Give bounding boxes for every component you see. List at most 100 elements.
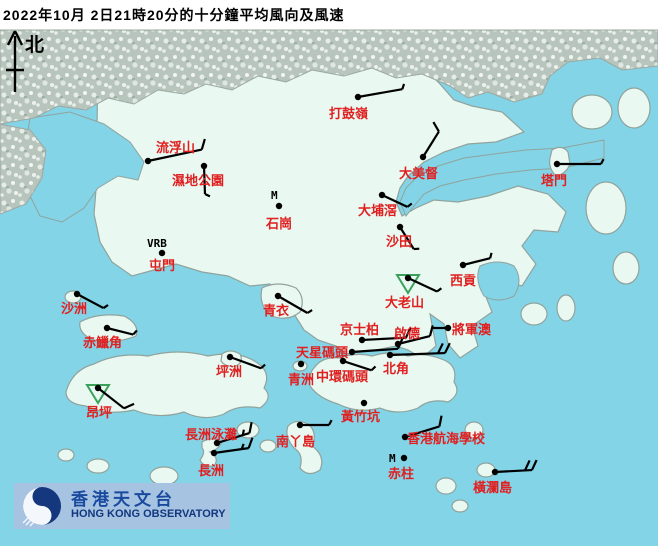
station-stanley: M赤柱	[388, 452, 414, 481]
wind-barb-tick	[328, 419, 333, 426]
island-ne-2	[617, 87, 651, 129]
station-label: 昂坪	[86, 405, 112, 420]
wind-barb-tick	[404, 327, 412, 339]
station-tates-cairn: 大老山	[385, 274, 443, 310]
island-ne-4	[612, 251, 640, 285]
wind-barb-tick	[406, 202, 413, 208]
station-ngong-ping: 昂坪	[85, 384, 135, 420]
station-hk-sea-school: 香港航海學校	[401, 415, 486, 446]
wind-barb-staff	[404, 425, 440, 439]
wind-barb-staff	[97, 387, 125, 410]
station-dot	[354, 93, 362, 101]
station-dot	[213, 439, 221, 447]
station-label: 大美督	[399, 166, 438, 181]
station-dot	[396, 223, 404, 231]
wind-barb-tick	[600, 158, 605, 165]
island-tap-mun	[549, 146, 571, 177]
land-shekou-strip	[0, 123, 47, 215]
station-dot	[459, 261, 467, 269]
wind-barb-tick	[260, 363, 266, 370]
station-label: 青衣	[263, 303, 289, 318]
station-lamma-island: 南丫島	[276, 419, 333, 449]
station-label: 啟德	[394, 326, 420, 341]
station-wong-chuk-hang: 黃竹坑	[340, 399, 380, 424]
station-label: 濕地公園	[172, 173, 224, 188]
station-dot	[158, 249, 166, 257]
station-label: 長洲	[198, 463, 224, 478]
station-dot	[297, 360, 305, 368]
station-wetland-park: 濕地公園	[172, 162, 224, 198]
station-dot	[274, 292, 282, 300]
station-label: 南丫島	[276, 434, 315, 449]
station-label: 屯門	[149, 258, 175, 273]
station-dot	[200, 162, 208, 170]
hko-logo-icon	[22, 487, 61, 527]
station-dot	[226, 353, 234, 361]
station-waglan-island: 橫瀾島	[473, 459, 538, 495]
station-label: 長洲泳灘	[185, 427, 237, 442]
wind-barb-tick	[396, 338, 404, 350]
wind-barb-tick	[401, 83, 406, 90]
station-dot	[444, 324, 452, 332]
north-arrow-label: 北	[25, 34, 44, 56]
port-shelter-water	[477, 261, 520, 301]
island-tsing-yi	[260, 283, 303, 319]
station-dot	[419, 153, 427, 161]
station-label: 天星碼頭	[296, 345, 349, 360]
island-s-1	[451, 499, 469, 513]
island-kau-sai	[520, 302, 548, 326]
wind-barb-tick	[523, 459, 531, 471]
station-dot	[144, 157, 152, 165]
station-label: 沙田	[386, 234, 412, 249]
station-label: 坪洲	[216, 364, 242, 379]
land-mainland-china	[0, 29, 658, 125]
station-dot	[73, 290, 81, 298]
wind-barb-tick	[436, 342, 444, 354]
station-label: 青洲	[288, 372, 314, 387]
hko-name-english: HONG KONG OBSERVATORY	[71, 508, 226, 521]
wind-barb-tick	[132, 329, 138, 336]
station-dot	[296, 421, 304, 429]
wind-barb-tick	[102, 304, 109, 309]
wind-barb-staff	[357, 88, 403, 99]
island-e-1	[556, 294, 576, 322]
island-ne-3	[585, 181, 627, 235]
wind-barb-staff	[462, 257, 491, 267]
wind-barb-staff	[361, 336, 406, 342]
wind-barb-staff	[106, 326, 134, 336]
station-tap-mun: 塔門	[541, 158, 605, 188]
land-new-territories-kowloon	[93, 63, 567, 359]
station-label: 赤柱	[388, 466, 414, 481]
station-sai-kung: 西貢	[450, 252, 493, 288]
wind-barb-staff	[202, 165, 207, 195]
wind-barb-staff	[399, 226, 415, 250]
wind-barb-tick	[248, 422, 253, 434]
island-tung-lung	[464, 421, 484, 439]
wind-barb-staff	[147, 148, 203, 163]
station-tsing-yi: 青衣	[263, 292, 313, 318]
station-dot	[404, 274, 412, 282]
wind-barb-tick	[241, 429, 245, 436]
wind-barb-tick	[370, 365, 377, 372]
station-dot	[491, 468, 499, 476]
wind-barb-tick	[432, 121, 440, 133]
station-sha-tin: 沙田	[386, 223, 420, 251]
wind-barb-staff	[229, 355, 262, 370]
island-waglan	[476, 462, 496, 478]
station-label: 流浮山	[156, 140, 195, 155]
wind-barb-staff	[407, 277, 438, 293]
station-label: 赤鱲角	[83, 335, 122, 350]
station-ta-kwu-ling: 打鼓嶺	[329, 83, 406, 121]
wind-barb-staff	[422, 130, 440, 158]
station-north-point: 北角	[383, 342, 451, 376]
wind-barb-tick	[123, 402, 135, 410]
page-title: 2022年10月 2日21時20分的十分鐘平均風向及風速	[3, 7, 345, 23]
island-hong-kong	[308, 352, 458, 413]
wind-barb-staff	[277, 295, 308, 314]
island-ne-1	[571, 94, 613, 130]
station-label: 京士柏	[340, 322, 379, 337]
station-label: 打鼓嶺	[329, 106, 368, 121]
